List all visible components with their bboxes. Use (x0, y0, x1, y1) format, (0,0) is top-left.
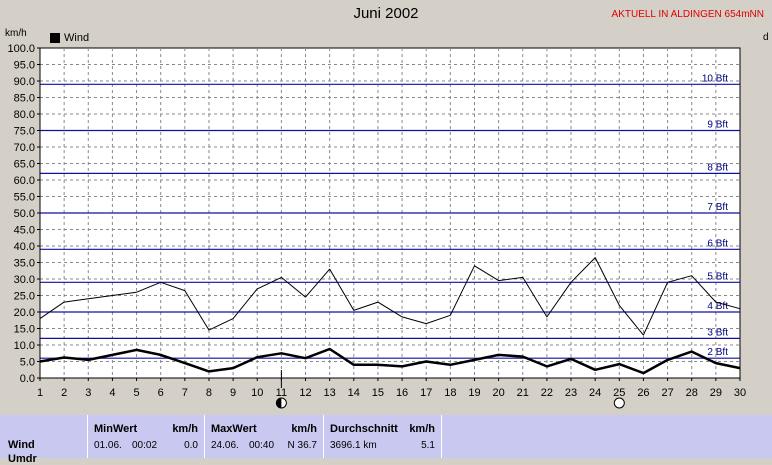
x-tick-label-11: 11 (276, 387, 287, 399)
y-tick-label-4: 20.0 (14, 307, 35, 319)
x-tick-label-12: 12 (299, 387, 311, 399)
beaufort-label-8: 10 Bft (702, 73, 728, 84)
beaufort-label-3: 5 Bft (707, 271, 728, 282)
x-tick-label-1: 1 (37, 387, 43, 399)
y-tick-label-6: 30.0 (14, 274, 35, 286)
x-tick-label-14: 14 (348, 387, 360, 399)
x-tick-label-26: 26 (637, 387, 649, 399)
x-tick-label-6: 6 (158, 387, 164, 399)
x-tick-label-18: 18 (444, 387, 456, 399)
beaufort-lines: 2 Bft 3 Bft 4 Bft 5 Bft 6 Bft 7 Bft 8 Bft 9 Bft… (40, 73, 740, 359)
x-tick-label-20: 20 (492, 387, 504, 399)
x-tick-label-30: 30 (734, 387, 746, 399)
moon-phase-markers (275, 370, 625, 409)
y-tick-label-1: 5.0 (20, 357, 35, 369)
x-tick-label-29: 29 (710, 387, 722, 399)
x-tick-label-17: 17 (420, 387, 432, 399)
beaufort-label-7: 9 Bft (707, 120, 728, 131)
stats-max-cell: MaxWert km/h 24.06. 00:40 N 36.7 (205, 415, 324, 458)
max-date: 24.06. (211, 440, 239, 451)
min-header: MinWert (94, 423, 138, 435)
y-tick-label-3: 15.0 (14, 324, 35, 336)
x-tick-label-16: 16 (396, 387, 408, 399)
y-tick-label-19: 95.0 (14, 60, 35, 72)
avg-header: Durchschnitt (330, 423, 398, 435)
wind-chart: 2 Bft 3 Bft 4 Bft 5 Bft 6 Bft 7 Bft 8 Bft 9 Bft… (7, 43, 746, 409)
legend: Wind (50, 32, 89, 44)
chart-title: Juni 2002 (353, 5, 419, 22)
y-tick-label-20: 100.0 (7, 43, 35, 55)
beaufort-label-2: 4 Bft (707, 301, 728, 312)
max-unit: km/h (291, 423, 317, 435)
x-tick-label-27: 27 (661, 387, 673, 399)
avg-distance: 3696.1 km (330, 440, 377, 451)
x-tick-label-21: 21 (517, 387, 529, 399)
min-unit: km/h (172, 423, 198, 435)
stats-row-label-2: Umdr (8, 453, 37, 465)
min-value: 0.0 (184, 440, 198, 451)
stats-row-label: Wind (8, 439, 35, 451)
y-tick-label-17: 85.0 (14, 93, 35, 105)
y-tick-label-18: 90.0 (14, 76, 35, 88)
x-tick-label-4: 4 (109, 387, 115, 399)
avg-unit: km/h (409, 423, 435, 435)
x-tick-label-15: 15 (372, 387, 384, 399)
y-tick-label-8: 40.0 (14, 241, 35, 253)
max-header: MaxWert (211, 423, 257, 435)
stats-avg-cell: Durchschnitt km/h 3696.1 km 5.1 (324, 415, 442, 458)
y-tick-label-13: 65.0 (14, 159, 35, 171)
max-value: N 36.7 (287, 440, 317, 451)
x-tick-label-19: 19 (468, 387, 480, 399)
x-tick-label-28: 28 (686, 387, 698, 399)
beaufort-label-6: 8 Bft (707, 162, 728, 173)
full-moon-icon (613, 397, 625, 409)
min-time: 00:02 (132, 440, 158, 451)
y-tick-label-5: 25.0 (14, 291, 35, 303)
x-tick-label-7: 7 (182, 387, 188, 399)
x-tick-label-9: 9 (230, 387, 236, 399)
series-line-1 (39, 257, 741, 336)
y-tick-label-9: 45.0 (14, 225, 35, 237)
y-tick-label-16: 80.0 (14, 109, 35, 121)
y-tick-label-2: 10.0 (14, 340, 35, 352)
beaufort-label-1: 3 Bft (707, 327, 728, 338)
y-tick-label-15: 75.0 (14, 126, 35, 138)
x-tick-label-8: 8 (206, 387, 212, 399)
x-tick-label-2: 2 (61, 387, 67, 399)
x-tick-label-3: 3 (85, 387, 91, 399)
y-tick-label-14: 70.0 (14, 142, 35, 154)
new-moon-shade (276, 398, 282, 408)
x-tick-label-25: 25 (613, 387, 625, 399)
x-tick-label-10: 10 (251, 387, 263, 399)
legend-label-wind: Wind (64, 32, 90, 44)
y-tick-label-11: 55.0 (14, 192, 35, 204)
station-label: AKTUELL IN ALDINGEN 654mNN (611, 9, 764, 20)
min-date: 01.06. (94, 440, 122, 451)
stats-label-cell: Wind Umdr (0, 415, 88, 465)
legend-swatch-wind (50, 33, 60, 43)
avg-value: 5.1 (421, 440, 435, 451)
y-tick-label-7: 35.0 (14, 258, 35, 270)
y-tick-label-10: 50.0 (14, 208, 35, 220)
y-tick-label-12: 60.0 (14, 175, 35, 187)
x-tick-label-22: 22 (541, 387, 553, 399)
y-tick-labels: 0.0 5.0 10.0 15.0 20.0 25.0 30.0 35.0 40.0 45.0 50… (7, 43, 40, 385)
beaufort-label-0: 2 Bft (707, 347, 728, 358)
stats-panel: Wind Umdr MinWert km/h 01.06. 00:02 0.0 … (0, 415, 772, 465)
stats-min-cell: MinWert km/h 01.06. 00:02 0.0 (88, 415, 205, 458)
beaufort-label-4: 6 Bft (707, 238, 728, 249)
x-tick-label-23: 23 (565, 387, 577, 399)
y-axis-unit-label: km/h (5, 28, 27, 39)
grid-lines (40, 48, 740, 378)
series-lines (39, 257, 741, 375)
x-tick-label-5: 5 (133, 387, 139, 399)
right-axis-unit-label: d (763, 32, 769, 43)
series-line-0 (39, 347, 741, 375)
beaufort-label-5: 7 Bft (707, 202, 728, 213)
x-tick-labels: 1 2 3 4 5 6 7 8 9 10 11 12 13 14 15 16 17 18 19 20 21 22 23 24 2… (37, 378, 746, 399)
max-time: 00:40 (249, 440, 275, 451)
y-tick-label-0: 0.0 (20, 373, 35, 385)
x-tick-label-24: 24 (589, 387, 601, 399)
x-tick-label-13: 13 (324, 387, 336, 399)
